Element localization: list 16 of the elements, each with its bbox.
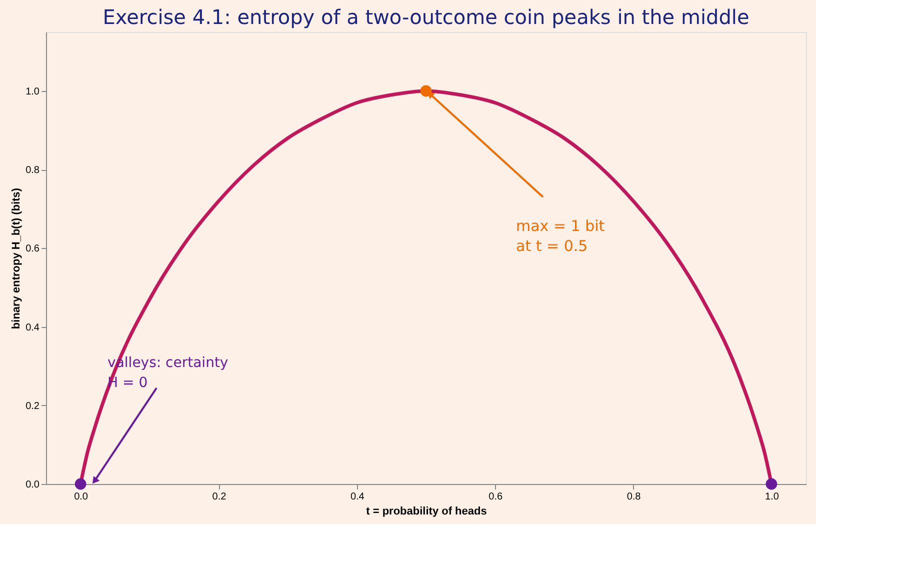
x-tick-label: 1.0 — [765, 492, 780, 502]
annotation: max = 1 bit at t = 0.5 — [516, 216, 605, 255]
y-tick-label: 0.4 — [26, 322, 40, 334]
x-tick-label: 0.0 — [74, 492, 88, 502]
y-axis-title: binary entropy H_b(t) (bits) — [10, 188, 23, 330]
x-tick-label: 0.2 — [212, 492, 227, 502]
y-tick-label: 0.6 — [26, 244, 40, 255]
x-tick-label: 0.6 — [488, 492, 503, 502]
x-tick-label: 0.8 — [626, 492, 642, 502]
y-tick-label: 0.2 — [26, 400, 40, 412]
chart-title: Exercise 4.1: entropy of a two-outcome coin peaks in the middle — [102, 5, 750, 29]
x-tick-label: 0.4 — [350, 492, 365, 502]
y-tick-label: 0.8 — [26, 165, 40, 176]
y-tick-label: 1.0 — [26, 86, 40, 98]
y-tick-label: 0.0 — [26, 480, 40, 490]
x-axis-title: t = probability of heads — [366, 506, 487, 518]
